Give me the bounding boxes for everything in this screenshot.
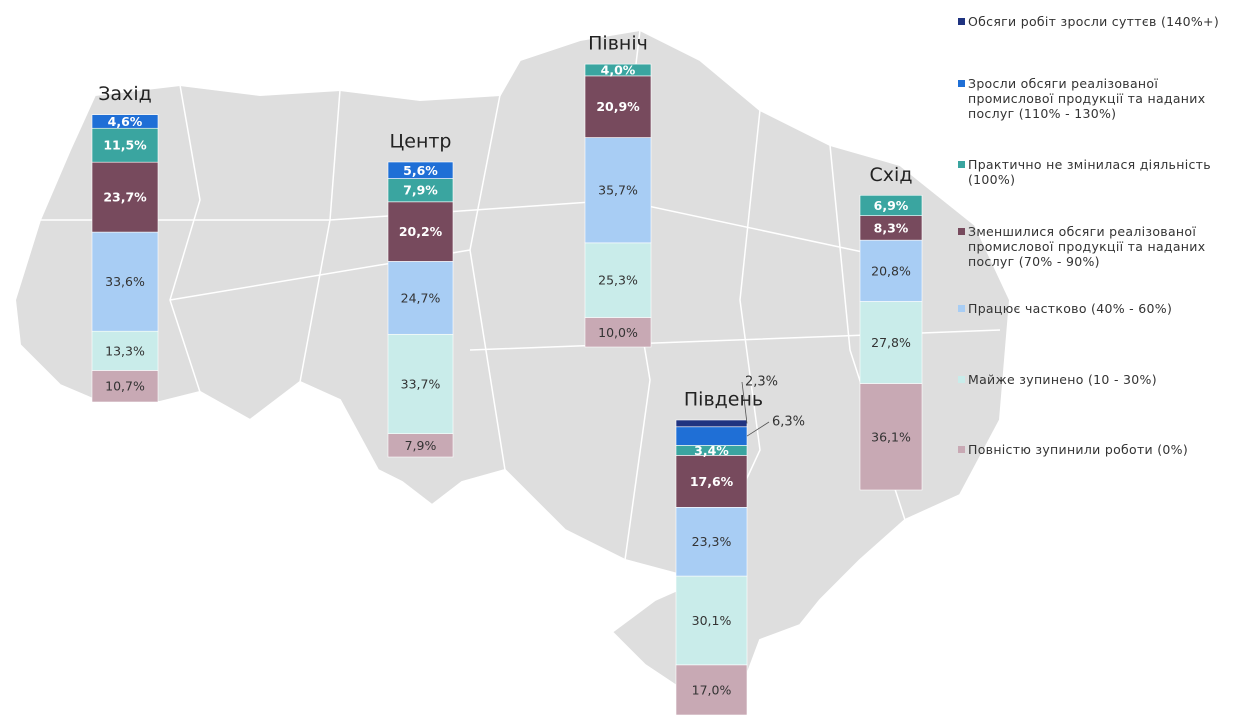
- bar-segment: [584, 137, 652, 244]
- value-label: 2,3%: [745, 375, 778, 390]
- value-label: 8,3%: [874, 220, 909, 235]
- legend-label: Зросли обсяги реалізованої промислової п…: [968, 76, 1206, 121]
- bar-segment: [859, 215, 923, 241]
- bar-segment: [859, 239, 923, 302]
- value-label: 20,2%: [399, 224, 443, 239]
- bar-segment: [675, 575, 748, 666]
- bar-segment: [387, 333, 454, 434]
- value-label: 30,1%: [692, 613, 732, 628]
- value-label: 3,4%: [694, 443, 729, 458]
- region-label: Захід: [98, 83, 151, 105]
- bar-segment: [675, 426, 748, 446]
- bar-segment: [584, 75, 652, 138]
- bar-segment: [91, 161, 159, 233]
- region-label: Північ: [588, 33, 648, 55]
- bar-segment: [387, 201, 454, 262]
- bar-segment: [859, 194, 923, 216]
- map: [13, 28, 1012, 707]
- value-label: 5,6%: [403, 163, 438, 178]
- value-label: 24,7%: [401, 290, 441, 305]
- value-label: 20,9%: [596, 99, 640, 114]
- legend-swatch: [958, 446, 965, 453]
- value-label: 23,3%: [692, 534, 732, 549]
- legend-item: Зменшилися обсяги реалізованої промислов…: [958, 224, 1230, 269]
- value-label: 6,3%: [772, 415, 805, 430]
- value-label: 10,7%: [105, 379, 145, 394]
- value-label: 33,7%: [401, 376, 441, 391]
- legend-label: Повністю зупинили роботи (0%): [968, 442, 1189, 457]
- bar-segment: [584, 317, 652, 348]
- value-label: 7,9%: [403, 183, 438, 198]
- value-label: 11,5%: [103, 138, 147, 153]
- value-label: 33,6%: [105, 274, 145, 289]
- region-label: Південь: [684, 389, 763, 411]
- value-label: 35,7%: [598, 183, 638, 198]
- value-label: 17,0%: [692, 682, 732, 697]
- value-label: 23,7%: [103, 190, 147, 205]
- legend-swatch: [958, 305, 965, 312]
- legend-item: Повністю зупинили роботи (0%): [958, 442, 1230, 457]
- value-label: 13,3%: [105, 343, 145, 358]
- legend-label: Працює частково (40% - 60%): [968, 301, 1173, 316]
- value-label: 4,0%: [601, 62, 636, 77]
- bar-segment: [675, 507, 748, 577]
- bar-segment: [91, 231, 159, 332]
- value-label: 10,0%: [598, 325, 638, 340]
- legend-item: Зросли обсяги реалізованої промислової п…: [958, 76, 1230, 121]
- value-label: 20,8%: [871, 263, 911, 278]
- legend-swatch: [958, 161, 965, 168]
- value-label: 4,6%: [108, 114, 143, 129]
- bar-segment: [91, 127, 159, 163]
- legend-swatch: [958, 228, 965, 235]
- value-label: 17,6%: [690, 474, 734, 489]
- value-label: 7,9%: [405, 438, 437, 453]
- legend-label: Зменшилися обсяги реалізованої промислов…: [968, 224, 1206, 269]
- bar-segment: [91, 370, 159, 403]
- bar-segment: [675, 455, 748, 508]
- bar-segment: [91, 330, 159, 371]
- legend-swatch: [958, 80, 965, 87]
- legend-swatch: [958, 376, 965, 383]
- legend-item: Практично не змінилася діяльність (100%): [958, 157, 1230, 187]
- leader-line: [746, 421, 770, 437]
- bar-segment: [584, 242, 652, 318]
- leader-line: [741, 381, 748, 424]
- region-label: Центр: [390, 131, 452, 153]
- bar-segment: [675, 664, 748, 715]
- bar-segment: [91, 114, 159, 129]
- legend-swatch: [958, 18, 965, 25]
- bar-segment: [675, 419, 748, 428]
- value-label: 6,9%: [874, 198, 909, 213]
- bar-segment: [584, 63, 652, 77]
- legend-label: Майже зупинено (10 - 30%): [968, 372, 1157, 387]
- legend-label: Обсяги робіт зросли суттєв (140%+): [968, 14, 1220, 29]
- legend-item: Обсяги робіт зросли суттєв (140%+): [958, 14, 1230, 29]
- legend-item: Майже зупинено (10 - 30%): [958, 372, 1230, 387]
- value-label: 27,8%: [871, 335, 911, 350]
- region-label: Схід: [870, 164, 913, 186]
- bar-segment: [387, 161, 454, 179]
- legend-item: Працює частково (40% - 60%): [958, 301, 1230, 316]
- legend-label: Практично не змінилася діяльність (100%): [968, 157, 1211, 187]
- value-label: 36,1%: [871, 429, 911, 444]
- bar-segment: [859, 301, 923, 384]
- value-label: 25,3%: [598, 273, 638, 288]
